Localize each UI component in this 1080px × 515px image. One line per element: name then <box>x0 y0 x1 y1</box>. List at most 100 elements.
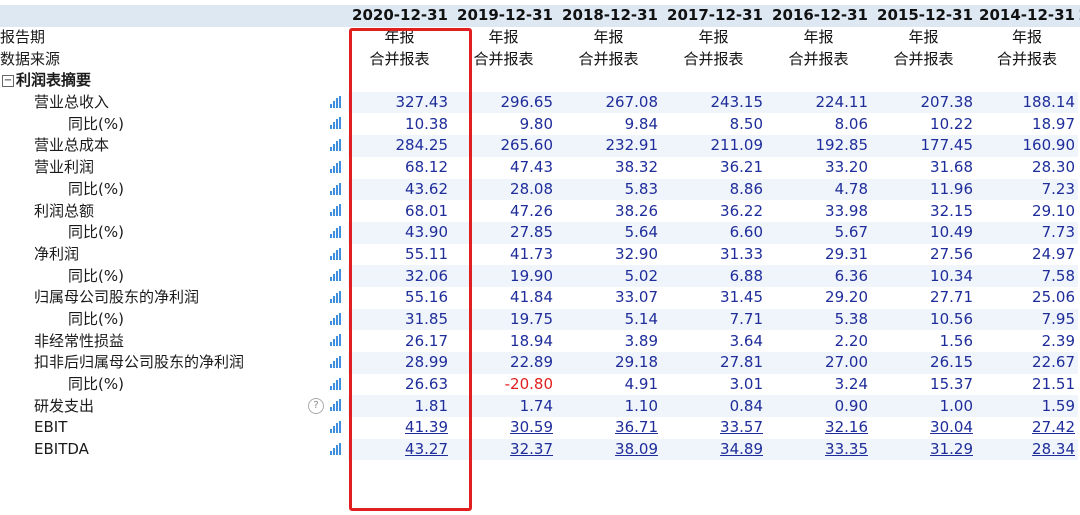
value-text[interactable]: 33.57 <box>720 418 763 437</box>
value-cell: 232.91 <box>556 135 661 157</box>
collapse-toggle-icon[interactable]: − <box>2 74 14 87</box>
column-header-date[interactable]: 2018-12-31 <box>556 5 661 27</box>
bar-chart-icon[interactable] <box>330 117 342 130</box>
bar-chart-icon[interactable] <box>330 160 342 173</box>
bar-chart-icon[interactable] <box>330 95 342 108</box>
value-text: 43.62 <box>405 179 448 198</box>
row-label-cell: 归属母公司股东的净利润 <box>0 287 348 309</box>
value-cell: 327.43 <box>348 91 451 114</box>
value-text: 33.07 <box>615 288 658 307</box>
column-header-date[interactable]: 2016-12-31 <box>766 5 871 27</box>
value-text[interactable]: 43.27 <box>405 440 448 459</box>
value-cell[interactable]: 32.16 <box>766 417 871 439</box>
row-label-cell: 同比(%) <box>0 374 348 396</box>
value-cell: 4.78 <box>766 178 871 201</box>
section-label[interactable]: − 利润表摘要 <box>0 70 348 92</box>
value-text: 224.11 <box>815 93 869 112</box>
value-text: 15.37 <box>930 375 973 394</box>
value-cell: 33.98 <box>766 200 871 222</box>
value-text: 18.94 <box>510 331 553 350</box>
bar-chart-icon[interactable] <box>330 399 342 412</box>
value-cell[interactable]: 33.35 <box>766 438 871 461</box>
value-text: 31.68 <box>930 158 973 177</box>
value-text[interactable]: 30.59 <box>510 418 553 437</box>
value-cell: 1.74 <box>451 395 556 418</box>
column-header-date[interactable]: 2014-12-31 <box>976 5 1078 27</box>
value-text: 10.56 <box>930 309 973 328</box>
value-cell[interactable]: 34.89 <box>661 438 766 461</box>
bar-chart-icon[interactable] <box>330 377 342 390</box>
value-cell[interactable]: 31.29 <box>871 438 976 461</box>
value-text: 33.98 <box>825 201 868 220</box>
value-text[interactable]: 27.42 <box>1032 418 1075 437</box>
table-row: 归属母公司股东的净利润 55.16 41.84 33.07 31.45 29.20 27.7… <box>0 287 1080 309</box>
value-cell[interactable]: 36.71 <box>556 417 661 439</box>
table-row: 同比(%) 43.62 28.08 5.83 8.86 4.78 11.96 7.23 <box>0 178 1080 201</box>
value-cell[interactable]: 27.42 <box>976 417 1078 439</box>
row-label-cell: 同比(%) <box>0 222 348 244</box>
value-cell: 33.20 <box>766 157 871 179</box>
value-cell[interactable]: 43.27 <box>348 438 451 461</box>
bar-chart-icon[interactable] <box>330 225 342 238</box>
value-cell[interactable]: 38.09 <box>556 438 661 461</box>
value-cell[interactable]: 28.34 <box>976 438 1078 461</box>
value-text: 9.80 <box>519 114 553 133</box>
value-cell: 32.15 <box>871 200 976 222</box>
value-text[interactable]: 36.71 <box>615 418 658 437</box>
value-cell: 27.71 <box>871 287 976 309</box>
value-text: 22.89 <box>510 353 553 372</box>
bar-chart-icon[interactable] <box>330 269 342 282</box>
column-header-date[interactable]: 2 <box>1078 5 1080 27</box>
value-text[interactable]: 32.16 <box>825 418 868 437</box>
value-cell[interactable]: 33.57 <box>661 417 766 439</box>
value-text[interactable]: 32.37 <box>510 440 553 459</box>
value-text: 5.64 <box>624 223 658 242</box>
value-cell[interactable]: 41.39 <box>348 417 451 439</box>
value-cell: 33.07 <box>556 287 661 309</box>
value-cell[interactable]: 30.59 <box>451 417 556 439</box>
bar-chart-icon[interactable] <box>330 442 342 455</box>
value-text: 4.91 <box>624 375 658 394</box>
column-header-date[interactable]: 2020-12-31 <box>348 5 451 27</box>
value-text: 55.16 <box>405 288 448 307</box>
column-header-date[interactable]: 2019-12-31 <box>451 5 556 27</box>
value-cell: 29.10 <box>976 200 1078 222</box>
value-cell: 6.36 <box>766 265 871 287</box>
value-text: 5.38 <box>834 309 868 328</box>
value-cell: 10.38 <box>348 113 451 135</box>
value-text[interactable]: 33.35 <box>825 440 868 459</box>
row-label: 利润总额 <box>34 201 95 220</box>
value-cell: 41.73 <box>451 244 556 266</box>
bar-chart-icon[interactable] <box>330 312 342 325</box>
value-text: 68.12 <box>405 158 448 177</box>
value-cell: 7.73 <box>976 221 1078 244</box>
column-header-date[interactable]: 2015-12-31 <box>871 5 976 27</box>
meta-value: 年报 <box>451 26 556 49</box>
bar-chart-icon[interactable] <box>330 247 342 260</box>
value-text[interactable]: 38.09 <box>615 440 658 459</box>
value-cell: 11.96 <box>871 178 976 201</box>
bar-chart-icon[interactable] <box>330 204 342 217</box>
bar-chart-icon[interactable] <box>330 356 342 368</box>
value-text[interactable]: 34.89 <box>720 440 763 459</box>
value-text[interactable]: 41.39 <box>405 418 448 437</box>
value-text: 7.73 <box>1041 223 1075 242</box>
column-header-date[interactable]: 2017-12-31 <box>661 5 766 27</box>
help-icon[interactable]: ? <box>308 397 324 414</box>
value-cell: 9.80 <box>451 113 556 135</box>
value-text[interactable]: 30.04 <box>930 418 973 437</box>
bar-chart-icon[interactable] <box>330 334 342 347</box>
value-cell[interactable]: 30.04 <box>871 417 976 439</box>
bar-chart-icon[interactable] <box>330 421 342 434</box>
value-text[interactable]: 31.29 <box>930 440 973 459</box>
value-text[interactable]: 28.34 <box>1032 440 1075 459</box>
bar-chart-icon[interactable] <box>330 139 342 152</box>
value-text: 29.18 <box>615 353 658 372</box>
value-cell[interactable]: 32.37 <box>451 438 556 461</box>
spacer <box>1078 26 1080 49</box>
bar-chart-icon[interactable] <box>330 290 342 303</box>
value-cell: 31.85 <box>348 308 451 331</box>
bar-chart-icon[interactable] <box>330 182 342 195</box>
value-cell: 22.89 <box>451 352 556 374</box>
value-cell: 26.63 <box>348 374 451 396</box>
